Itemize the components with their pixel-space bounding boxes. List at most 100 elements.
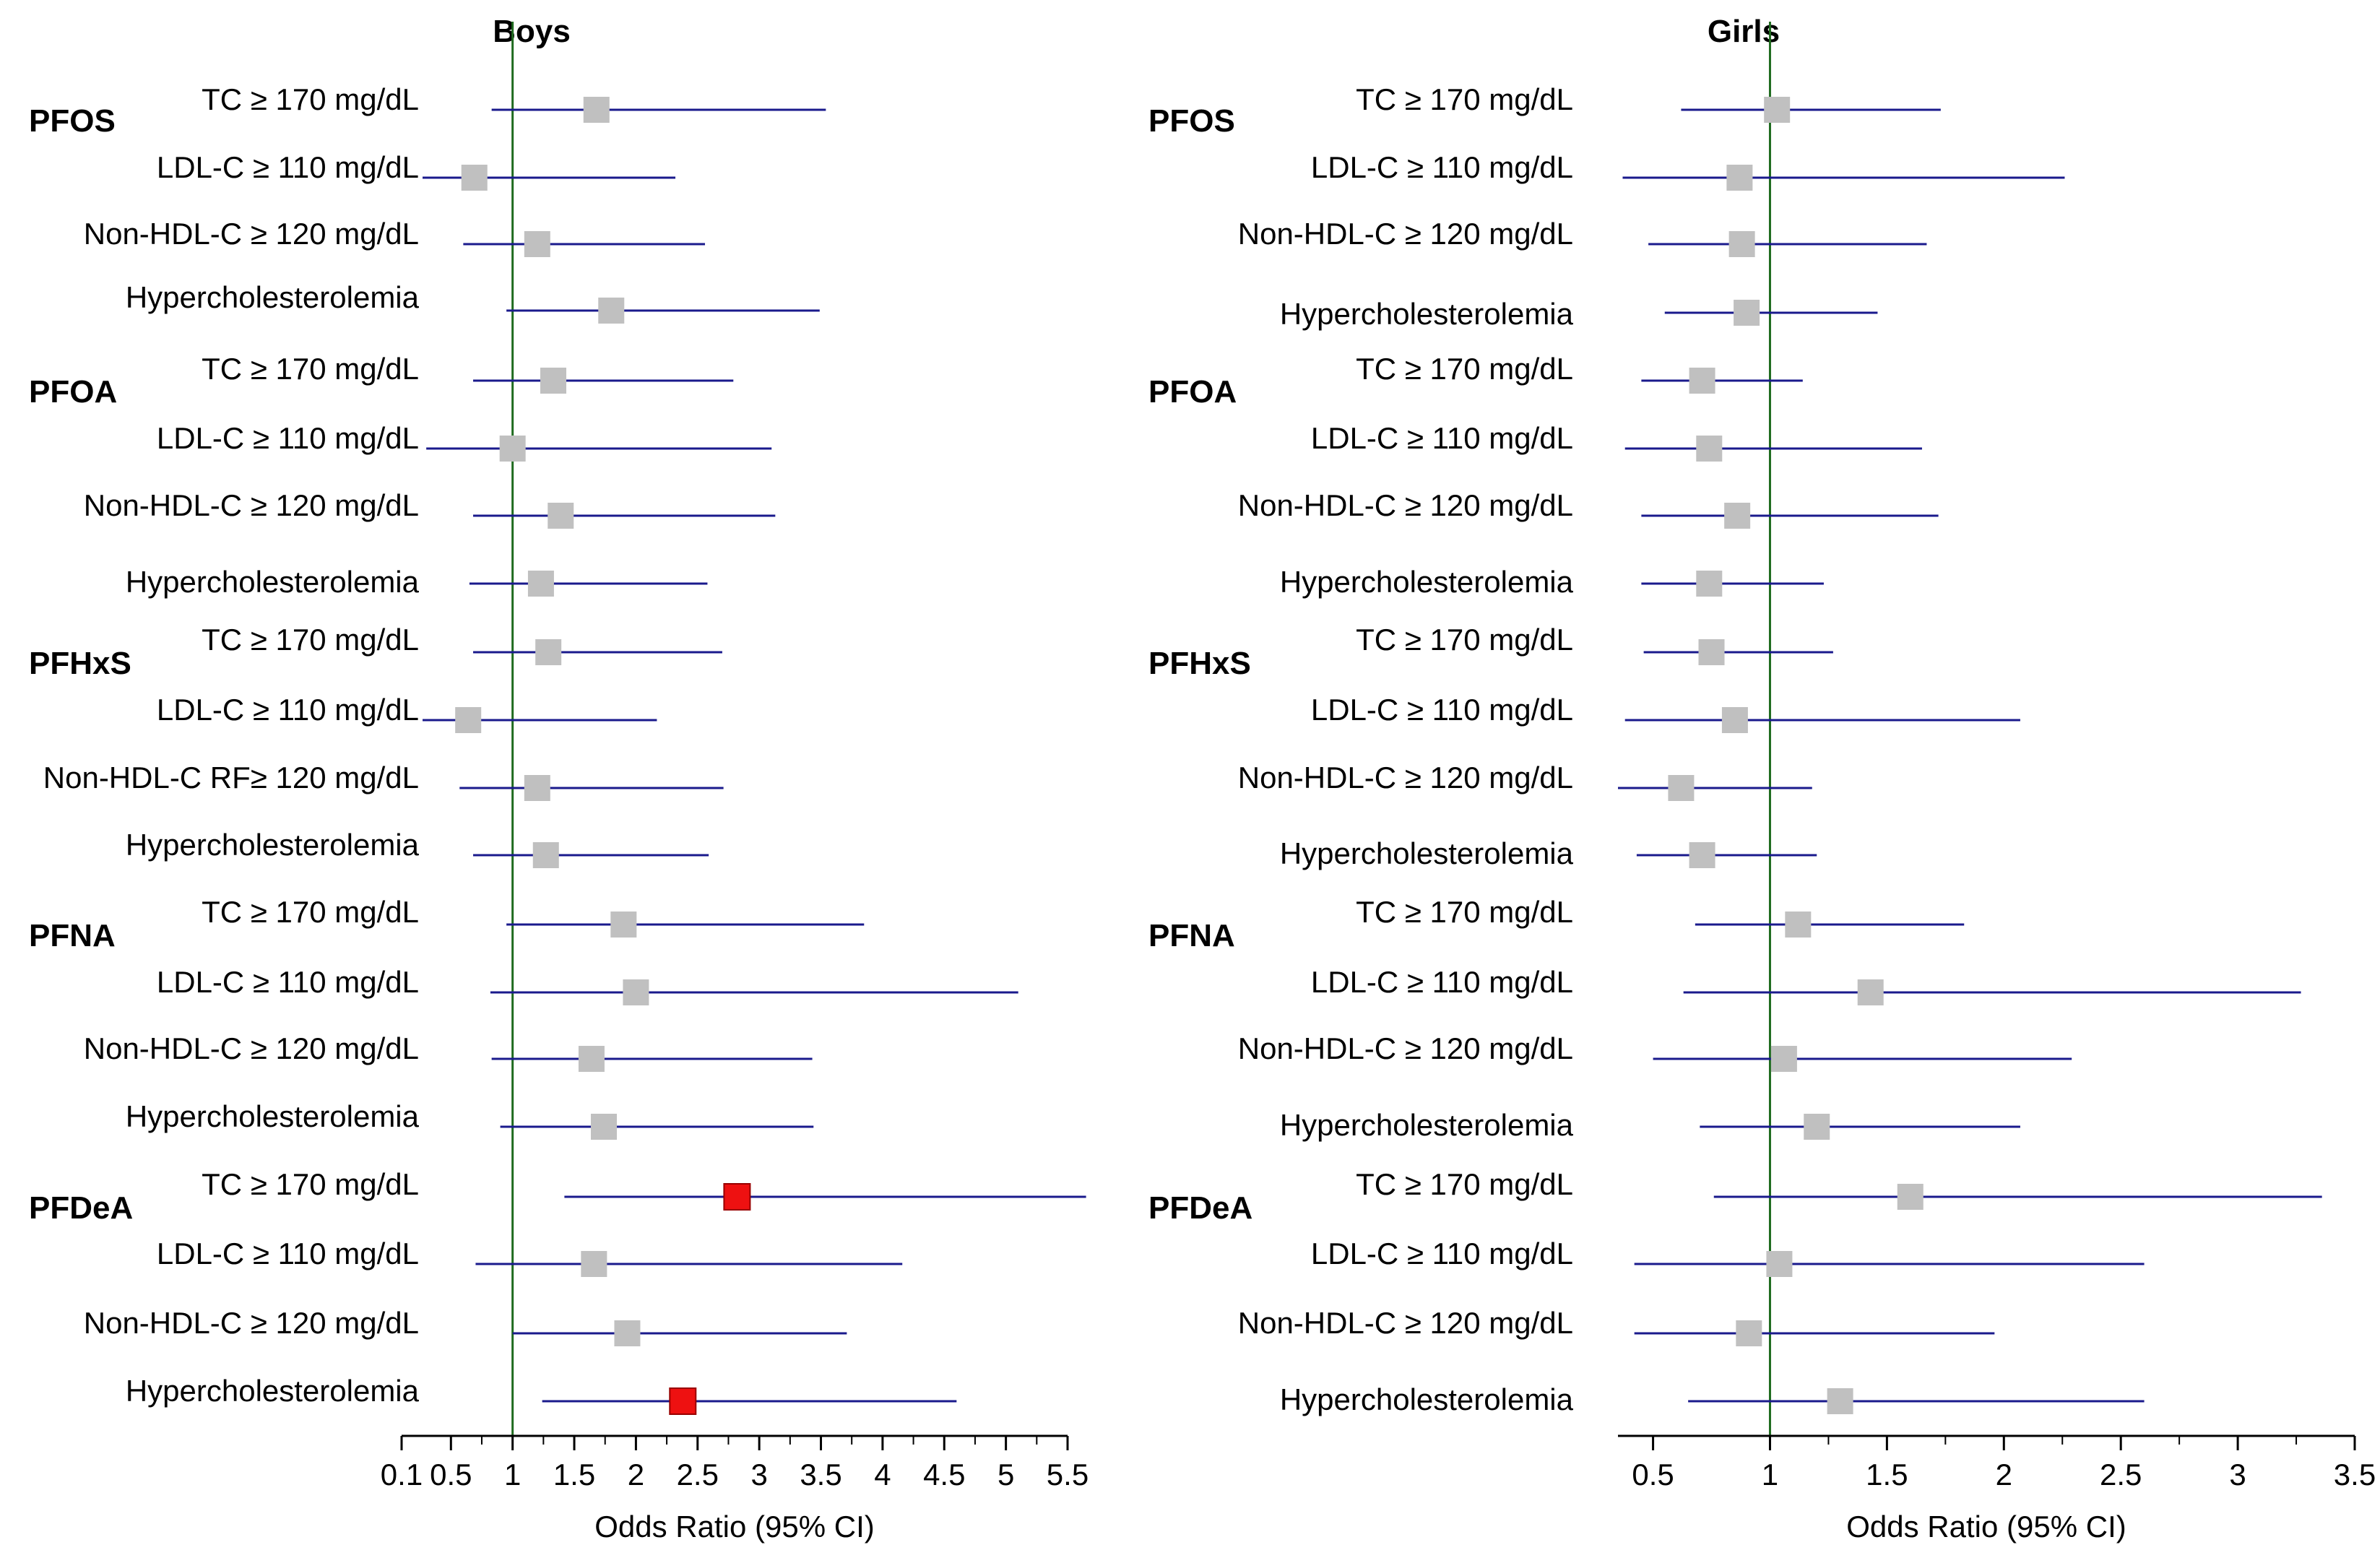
odds-ratio-marker xyxy=(1785,912,1812,938)
forest-row: LDL-C ≥ 110 mg/dL xyxy=(1311,1237,2145,1277)
x-tick-label: 0.5 xyxy=(1632,1458,1674,1491)
forest-row: Non-HDL-C ≥ 120 mg/dL xyxy=(1238,1306,1995,1346)
row-label: LDL-C ≥ 110 mg/dL xyxy=(157,1237,419,1270)
x-axis: 0.1 0.5 1 1.5 2 2.5 3 3.5 4 4.5 5 5.5 Odds Ratio (95… xyxy=(381,1434,1089,1543)
forest-row: Hypercholesterolemia xyxy=(126,1099,814,1140)
forest-row: Non-HDL-C ≥ 120 mg/dL xyxy=(84,1031,813,1072)
x-axis-title: Odds Ratio (95% CI) xyxy=(1846,1510,2126,1543)
x-tick-label: 1.5 xyxy=(1866,1458,1908,1491)
forest-row: Hypercholesterolemia xyxy=(1280,1108,2020,1142)
odds-ratio-marker xyxy=(1827,1388,1853,1414)
forest-row: LDL-C ≥ 110 mg/dL xyxy=(1311,150,2065,191)
forest-row: TC ≥ 170 mg/dL xyxy=(202,895,865,938)
odds-ratio-marker xyxy=(578,1046,605,1072)
x-tick-label: 3.5 xyxy=(2334,1458,2376,1491)
odds-ratio-marker xyxy=(499,436,526,462)
odds-ratio-marker xyxy=(540,368,567,394)
odds-ratio-marker xyxy=(532,842,559,868)
forest-row: TC ≥ 170 mg/dL xyxy=(202,352,734,394)
forest-row: TC ≥ 170 mg/dL xyxy=(1356,82,1941,123)
group-label: PFHxS xyxy=(1148,646,1251,681)
group-label: PFOA xyxy=(29,374,117,410)
row-label: LDL-C ≥ 110 mg/dL xyxy=(157,421,419,455)
forest-row: LDL-C ≥ 110 mg/dL xyxy=(1311,965,2301,1005)
x-tick-label: 2 xyxy=(1996,1458,2012,1491)
forest-row: Hypercholesterolemia xyxy=(126,1374,957,1415)
odds-ratio-marker xyxy=(455,707,482,733)
row-label: Hypercholesterolemia xyxy=(126,280,420,314)
odds-ratio-marker xyxy=(1804,1114,1830,1140)
row-label: Non-HDL-C RF≥ 120 mg/dL xyxy=(43,761,419,795)
row-label: LDL-C ≥ 110 mg/dL xyxy=(1311,1237,1573,1270)
forest-row: TC ≥ 170 mg/dL xyxy=(202,1167,1086,1211)
x-tick-label: 5.5 xyxy=(1047,1458,1089,1491)
odds-ratio-marker xyxy=(1726,165,1753,191)
odds-ratio-marker xyxy=(1734,300,1760,326)
forest-row: LDL-C ≥ 110 mg/dL xyxy=(1311,693,2020,733)
odds-ratio-marker xyxy=(1698,639,1725,665)
panel-title: Girls xyxy=(1708,14,1780,49)
x-axis-title: Odds Ratio (95% CI) xyxy=(594,1510,874,1543)
odds-ratio-marker xyxy=(614,1320,641,1346)
forest-row: Hypercholesterolemia xyxy=(1280,297,1878,331)
odds-ratio-marker xyxy=(623,979,649,1005)
odds-ratio-marker xyxy=(524,231,550,257)
odds-ratio-marker xyxy=(669,1387,697,1415)
odds-ratio-marker xyxy=(1766,1251,1793,1277)
odds-ratio-marker xyxy=(1724,503,1751,529)
odds-ratio-marker xyxy=(535,639,562,665)
x-tick-label: 1 xyxy=(504,1458,521,1491)
group-label: PFNA xyxy=(29,918,116,953)
row-label: TC ≥ 170 mg/dL xyxy=(1356,623,1573,657)
forest-row: Non-HDL-C ≥ 120 mg/dL xyxy=(1238,761,1812,801)
forest-row: TC ≥ 170 mg/dL xyxy=(202,82,826,123)
group-label: PFDeA xyxy=(1148,1190,1252,1226)
odds-ratio-marker xyxy=(1897,1184,1924,1210)
forest-row: Non-HDL-C RF≥ 120 mg/dL xyxy=(43,761,724,801)
row-label: Hypercholesterolemia xyxy=(1280,1382,1574,1416)
row-label: Hypercholesterolemia xyxy=(1280,1108,1574,1142)
odds-ratio-marker xyxy=(583,97,610,123)
row-label: Hypercholesterolemia xyxy=(1280,836,1574,870)
row-label: Non-HDL-C ≥ 120 mg/dL xyxy=(84,488,419,522)
row-label: Hypercholesterolemia xyxy=(126,1374,420,1408)
row-label: Non-HDL-C ≥ 120 mg/dL xyxy=(84,1306,419,1340)
odds-ratio-marker xyxy=(461,165,488,191)
row-label: LDL-C ≥ 110 mg/dL xyxy=(1311,150,1573,184)
odds-ratio-marker xyxy=(1689,842,1715,868)
row-label: TC ≥ 170 mg/dL xyxy=(202,82,419,116)
x-tick-label: 2 xyxy=(628,1458,644,1491)
row-label: TC ≥ 170 mg/dL xyxy=(202,895,419,929)
odds-ratio-marker xyxy=(524,775,550,801)
row-label: Non-HDL-C ≥ 120 mg/dL xyxy=(1238,488,1573,522)
odds-ratio-marker xyxy=(1668,775,1695,801)
row-label: LDL-C ≥ 110 mg/dL xyxy=(157,965,419,999)
forest-row: Non-HDL-C ≥ 120 mg/dL xyxy=(1238,217,1927,257)
odds-ratio-marker xyxy=(548,503,574,529)
row-label: LDL-C ≥ 110 mg/dL xyxy=(1311,693,1573,727)
forest-row: TC ≥ 170 mg/dL xyxy=(1356,895,1965,938)
group-label: PFDeA xyxy=(29,1190,133,1226)
x-tick-label: 5 xyxy=(998,1458,1014,1491)
panel-boys: Boys PFOS TC ≥ 170 mg/dL LDL-C ≥ 110 mg/dL N… xyxy=(29,14,1089,1543)
forest-row: LDL-C ≥ 110 mg/dL xyxy=(157,150,676,191)
forest-row: Non-HDL-C ≥ 120 mg/dL xyxy=(1238,488,1939,529)
forest-row: Non-HDL-C ≥ 120 mg/dL xyxy=(1238,1031,2072,1072)
row-label: Hypercholesterolemia xyxy=(1280,565,1574,599)
forest-row: LDL-C ≥ 110 mg/dL xyxy=(157,965,1018,1005)
row-label: Non-HDL-C ≥ 120 mg/dL xyxy=(1238,1031,1573,1065)
x-tick-label: 3.5 xyxy=(800,1458,841,1491)
row-label: Non-HDL-C ≥ 120 mg/dL xyxy=(84,1031,419,1065)
forest-row: Hypercholesterolemia xyxy=(126,565,708,599)
forest-row: LDL-C ≥ 110 mg/dL xyxy=(157,421,772,462)
odds-ratio-marker xyxy=(1857,979,1884,1005)
odds-ratio-marker xyxy=(591,1114,618,1140)
x-tick-label: 4.5 xyxy=(923,1458,965,1491)
row-label: Non-HDL-C ≥ 120 mg/dL xyxy=(1238,217,1573,251)
forest-row: TC ≥ 170 mg/dL xyxy=(1356,623,1833,665)
row-label: Non-HDL-C ≥ 120 mg/dL xyxy=(84,217,419,251)
row-label: TC ≥ 170 mg/dL xyxy=(1356,82,1573,116)
group-label: PFHxS xyxy=(29,646,131,681)
odds-ratio-marker xyxy=(1689,368,1715,394)
row-label: TC ≥ 170 mg/dL xyxy=(202,623,419,657)
